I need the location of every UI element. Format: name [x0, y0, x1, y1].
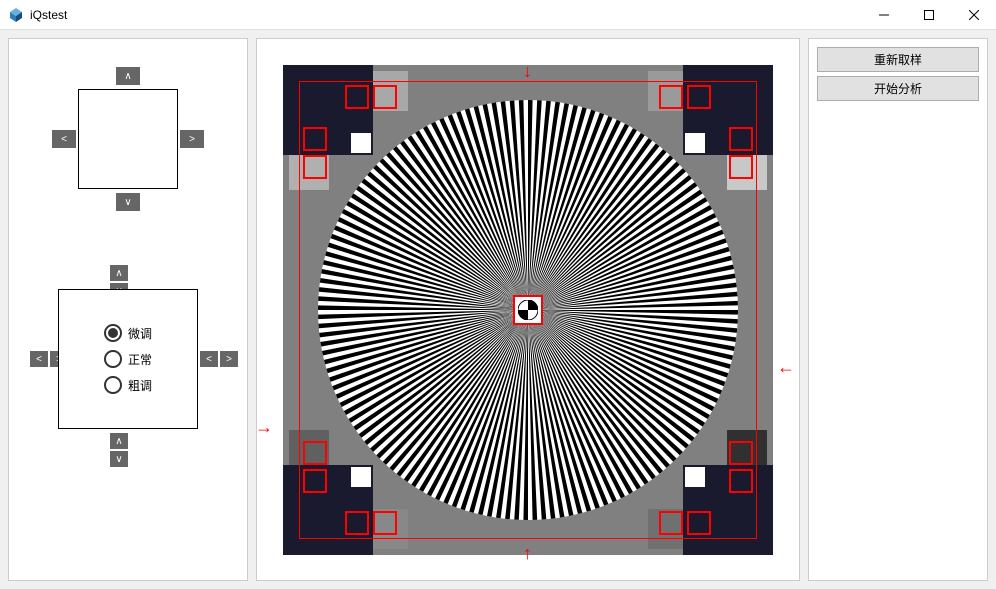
roi-box — [303, 155, 327, 179]
move-right-button[interactable]: > — [180, 130, 204, 148]
edge-arrow-icon: ← — [777, 357, 795, 378]
white-fiducial — [351, 133, 371, 153]
roi-box — [659, 511, 683, 535]
move-up-button[interactable]: ∧ — [116, 67, 140, 85]
roi-box — [373, 85, 397, 109]
roi-box — [687, 511, 711, 535]
expand-down-button[interactable]: ∨ — [110, 451, 128, 467]
close-button[interactable] — [951, 0, 996, 30]
window-title: iQstest — [30, 8, 988, 22]
move-down-button[interactable]: ∨ — [116, 193, 140, 211]
roi-box — [303, 469, 327, 493]
radio-normal[interactable] — [104, 350, 122, 368]
roi-box — [729, 441, 753, 465]
radio-fine[interactable] — [104, 324, 122, 342]
roi-box — [345, 511, 369, 535]
radio-coarse-label: 粗调 — [128, 377, 152, 394]
expand-left-button[interactable]: < — [30, 351, 48, 367]
move-left-button[interactable]: < — [52, 130, 76, 148]
right-panel: 重新取样 开始分析 — [808, 38, 988, 581]
roi-box — [659, 85, 683, 109]
roi-box — [303, 441, 327, 465]
right-arrow-group: < > — [200, 351, 238, 367]
adjust-pad: ∧ ∨ < > < > ∧ ∨ 微调 — [28, 259, 228, 459]
resample-button[interactable]: 重新取样 — [817, 47, 979, 72]
title-bar: iQstest — [0, 0, 996, 30]
roi-box — [373, 511, 397, 535]
window-controls — [861, 0, 996, 30]
roi-box — [687, 85, 711, 109]
left-panel: ∧ ∨ < > ∧ ∨ < > < > ∧ ∨ — [8, 38, 248, 581]
maximize-button[interactable] — [906, 0, 951, 30]
radio-normal-row[interactable]: 正常 — [104, 350, 152, 368]
edge-arrow-icon: ↓ — [523, 61, 532, 82]
roi-box — [729, 127, 753, 151]
adjust-frame: 微调 正常 粗调 — [58, 289, 198, 429]
radio-coarse-row[interactable]: 粗调 — [104, 376, 152, 394]
roi-box — [729, 469, 753, 493]
position-pad: ∧ ∨ < > — [48, 59, 208, 229]
pad-frame — [78, 89, 178, 189]
white-fiducial — [351, 467, 371, 487]
radio-fine-row[interactable]: 微调 — [104, 324, 152, 342]
radio-normal-label: 正常 — [128, 351, 152, 368]
roi-box — [729, 155, 753, 179]
edge-arrow-icon: → — [255, 417, 273, 438]
expand-up-button[interactable]: ∧ — [110, 265, 128, 281]
shrink-right-button[interactable]: < — [200, 351, 218, 367]
radio-coarse[interactable] — [104, 376, 122, 394]
test-chart-image[interactable]: ↓↑→← — [283, 65, 773, 555]
roi-box — [345, 85, 369, 109]
analyze-button[interactable]: 开始分析 — [817, 76, 979, 101]
bottom-arrow-group: ∧ ∨ — [110, 433, 128, 467]
center-roi — [513, 295, 543, 325]
center-panel: ↓ ↑ → ← — [256, 38, 800, 581]
roi-box — [303, 127, 327, 151]
main-content: ∧ ∨ < > ∧ ∨ < > < > ∧ ∨ — [0, 30, 996, 589]
white-fiducial — [685, 467, 705, 487]
expand-right-button[interactable]: > — [220, 351, 238, 367]
app-icon — [8, 7, 24, 23]
minimize-button[interactable] — [861, 0, 906, 30]
shrink-down-button[interactable]: ∧ — [110, 433, 128, 449]
radio-fine-label: 微调 — [128, 325, 152, 342]
edge-arrow-icon: ↑ — [523, 543, 532, 564]
white-fiducial — [685, 133, 705, 153]
